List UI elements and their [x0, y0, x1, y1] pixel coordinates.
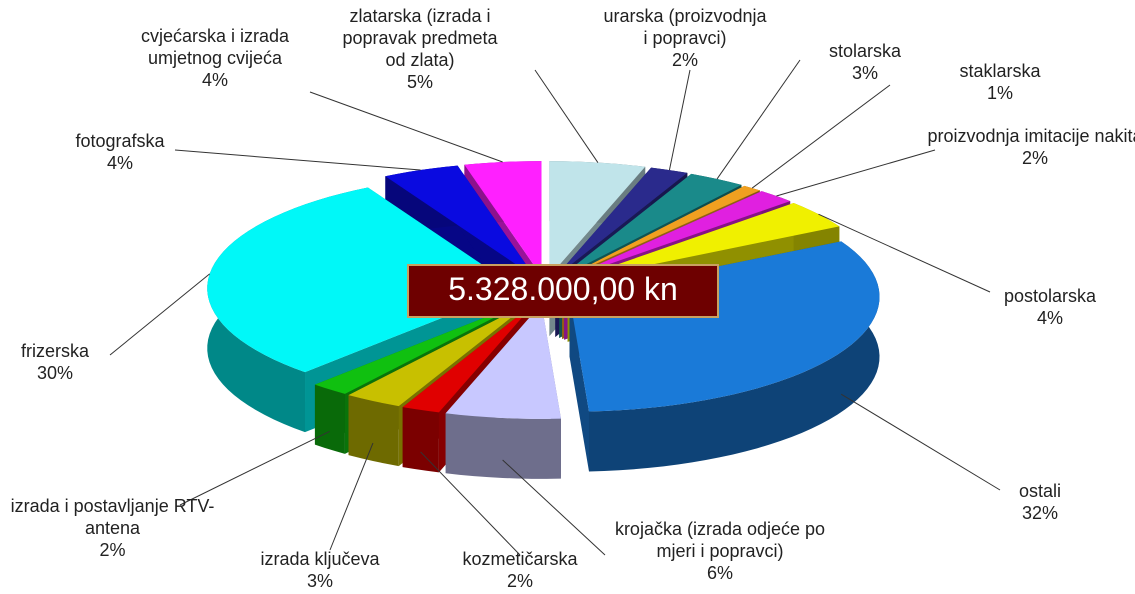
slice-label: izrada ključeva 3%	[240, 548, 400, 592]
slice-label: cvjećarska i izrada umjetnog cvijeća 4%	[115, 25, 315, 91]
leader-line	[179, 430, 330, 506]
slice-top	[402, 303, 535, 413]
value-label: 6%	[706, 563, 733, 583]
category-name: stolarska	[828, 41, 902, 61]
slice-label: izrada i postavljanje RTV-antena 2%	[0, 495, 225, 561]
leader-line	[329, 442, 374, 551]
slice-side	[402, 407, 439, 473]
slice-top	[549, 161, 646, 277]
slice-label: proizvodnja imitacije nakita 2%	[920, 125, 1135, 169]
leader-line	[502, 459, 606, 556]
leader-line	[109, 273, 210, 356]
value-label: 3%	[306, 571, 333, 591]
slice-top	[314, 300, 528, 394]
leader-line	[309, 91, 503, 163]
slice-top	[559, 173, 742, 278]
value-label: 32%	[1021, 503, 1059, 523]
slice-top	[562, 185, 760, 279]
category-name: izrada i postavljanje RTV-antena	[10, 496, 215, 538]
leader-line	[174, 149, 421, 171]
total-box	[407, 264, 719, 318]
slice	[445, 303, 561, 479]
slice-label: krojačka (izrada odjeće po mjeri i popra…	[600, 518, 840, 584]
category-name: staklarska	[959, 61, 1041, 81]
leader-line	[776, 149, 936, 197]
slice-label: frizerska 30%	[0, 340, 110, 384]
slice-label: postolarska 4%	[990, 285, 1110, 329]
value-label: 4%	[201, 70, 228, 90]
leader-line	[751, 84, 891, 189]
value-label: 4%	[106, 153, 133, 173]
value-label: 4%	[1036, 308, 1063, 328]
total-label: 5.328.000,00 kn	[448, 271, 678, 307]
slice-label: urarska (proizvodnja i popravci) 2%	[600, 5, 770, 71]
leader-line	[840, 393, 1001, 491]
slice-wall	[569, 296, 590, 472]
slice-top	[385, 165, 535, 277]
value-label: 1%	[986, 83, 1013, 103]
leader-line	[716, 59, 801, 180]
slice-top	[567, 203, 840, 282]
slice-top	[445, 303, 561, 419]
slice-top	[464, 161, 542, 277]
category-name: urarska (proizvodnja i popravci)	[603, 6, 767, 48]
leader-line	[420, 451, 521, 556]
slice-side	[314, 384, 345, 454]
slice-label: stolarska 3%	[800, 40, 930, 84]
category-name: kozmetičarska	[462, 549, 578, 569]
slice-side	[348, 395, 399, 467]
slice-top	[207, 187, 518, 373]
category-name: zlatarska (izrada i popravak predmeta od…	[342, 6, 498, 70]
category-name: ostali	[1018, 481, 1062, 501]
slice-label: zlatarska (izrada i popravak predmeta od…	[330, 5, 510, 93]
slice-side	[589, 241, 880, 472]
value-label: 3%	[851, 63, 878, 83]
value-label: 2%	[671, 50, 698, 70]
leader-line	[668, 69, 691, 171]
value-label: 2%	[99, 540, 126, 560]
value-label: 5%	[406, 72, 433, 92]
value-label: 2%	[1021, 148, 1048, 168]
category-name: proizvodnja imitacije nakita	[927, 126, 1135, 146]
slice-label: kozmetičarska 2%	[440, 548, 600, 592]
category-name: fotografska	[75, 131, 165, 151]
slice-top	[564, 191, 791, 280]
leader-line	[818, 213, 991, 293]
category-name: frizerska	[20, 341, 89, 361]
leader-line	[534, 69, 599, 163]
slice-top	[348, 302, 531, 407]
slice-label: staklarska 1%	[930, 60, 1070, 104]
slice-label: fotografska 4%	[40, 130, 200, 174]
value-label: 30%	[36, 363, 74, 383]
category-name: izrada ključeva	[260, 549, 380, 569]
value-label: 2%	[506, 571, 533, 591]
category-name: krojačka (izrada odjeće po mjeri i popra…	[614, 519, 826, 561]
slice-side	[445, 413, 561, 479]
slice-top	[555, 167, 688, 277]
slice-label: ostali 32%	[1000, 480, 1080, 524]
category-name: cvjećarska i izrada umjetnog cvijeća	[140, 26, 290, 68]
category-name: postolarska	[1003, 286, 1097, 306]
